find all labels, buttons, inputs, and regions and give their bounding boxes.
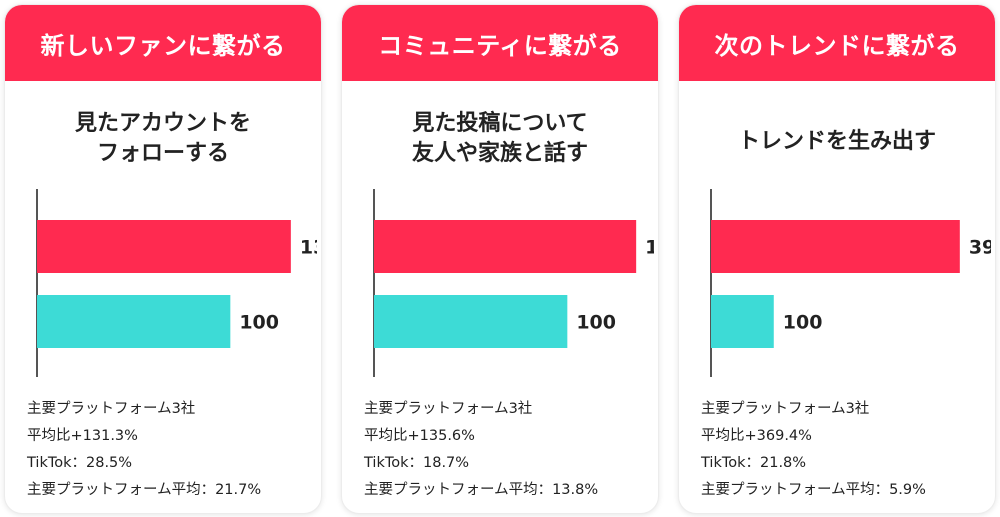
bar-value-label: 135.6 [645,237,654,259]
bar-value-label: 131.3 [300,237,317,259]
card-notes: 主要プラットフォーム3社 平均比+369.4% TikTok：21.8% 主要プ… [701,396,926,504]
card-title: 見たアカウントを フォローする [5,109,321,169]
bar-platform-average [711,295,774,348]
bar-chart: 135.6 100 [373,189,654,377]
note-line: 主要プラットフォーム3社 [27,401,196,417]
card-notes: 主要プラットフォーム3社 平均比+135.6% TikTok：18.7% 主要プ… [364,396,598,504]
bar-value-label: 100 [239,312,279,334]
note-line: 平均比+131.3% [27,428,138,444]
note-line: TikTok：21.8% [701,455,807,471]
note-line: TikTok：28.5% [27,455,133,471]
note-line: 主要プラットフォーム3社 [364,401,533,417]
bar-tiktok [37,220,291,273]
card-community: コミュニティに繋がる 見た投稿について 友人や家族と話す 135.6 100 主要… [341,4,659,514]
note-line: 主要プラットフォーム平均：13.8% [364,482,599,498]
bar-value-label: 100 [783,312,823,334]
card-new-fans: 新しいファンに繋がる 見たアカウントを フォローする 131.3 100 主要プラ… [4,4,322,514]
note-line: TikTok：18.7% [364,455,470,471]
note-line: 平均比+135.6% [364,428,475,444]
bar-value-label: 396.4 [969,237,991,259]
card-title-line: 見た投稿について [412,111,588,136]
note-line: 平均比+369.4% [701,428,812,444]
card-title-line: 見たアカウントを [74,111,251,136]
card-trends: 次のトレンドに繋がる トレンドを生み出す 396.4 100 主要プラットフォーム… [678,4,996,514]
bar-platform-average [374,295,568,348]
note-line: 主要プラットフォーム平均：21.7% [27,482,262,498]
bar-tiktok [711,220,960,273]
note-line: 主要プラットフォーム平均：5.9% [701,482,926,498]
card-header: 新しいファンに繋がる [5,5,321,81]
card-notes: 主要プラットフォーム3社 平均比+131.3% TikTok：28.5% 主要プ… [27,396,261,504]
card-title-line: トレンドを生み出す [737,129,936,154]
bar-tiktok [374,220,637,273]
card-title-line: 友人や家族と話す [411,141,588,166]
card-header: コミュニティに繋がる [342,5,658,81]
card-header: 次のトレンドに繋がる [679,5,995,81]
card-title: 見た投稿について 友人や家族と話す [342,109,658,169]
bar-platform-average [37,295,231,348]
bar-chart: 131.3 100 [36,189,317,377]
bar-value-label: 100 [576,312,616,334]
card-title-line: フォローする [96,141,229,166]
card-title: トレンドを生み出す [679,127,995,157]
note-line: 主要プラットフォーム3社 [701,401,870,417]
bar-chart: 396.4 100 [710,189,991,377]
